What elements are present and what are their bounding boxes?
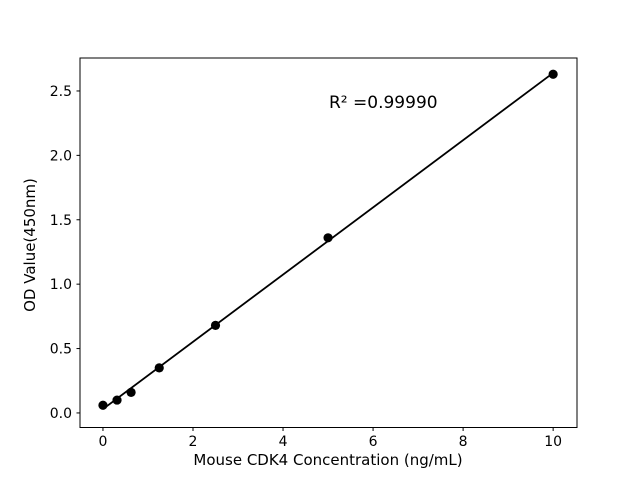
x-tick-label: 2 (189, 434, 198, 450)
x-tick-label: 4 (279, 434, 288, 450)
plot-border (79, 57, 578, 428)
data-point (323, 233, 333, 243)
y-tick-label: 1.5 (50, 213, 72, 229)
data-point (112, 395, 122, 405)
y-tick-label: 2.0 (50, 148, 72, 164)
y-axis-label: OD Value(450nm) (21, 178, 39, 312)
data-point (126, 387, 136, 397)
x-tick-label: 6 (369, 434, 378, 450)
y-tick-label: 0.5 (50, 342, 72, 358)
data-point (154, 363, 164, 373)
x-tick-label: 0 (98, 434, 107, 450)
data-point (98, 400, 108, 410)
x-tick-label: 8 (459, 434, 468, 450)
y-tick-label: 2.5 (50, 84, 72, 100)
y-tick-label: 0.0 (50, 406, 72, 422)
plot-area: 0 2 4 6 8 10 0.0 0.5 1.0 1.5 2.0 2.5 (50, 57, 578, 450)
data-point (210, 320, 221, 330)
x-tick-label: 10 (544, 434, 562, 450)
data-point (548, 69, 558, 79)
y-tick-label: 1.0 (50, 277, 72, 293)
x-axis-label: Mouse CDK4 Concentration (ng/mL) (193, 451, 462, 469)
r-squared-annotation: R² =0.99990 (329, 93, 438, 113)
